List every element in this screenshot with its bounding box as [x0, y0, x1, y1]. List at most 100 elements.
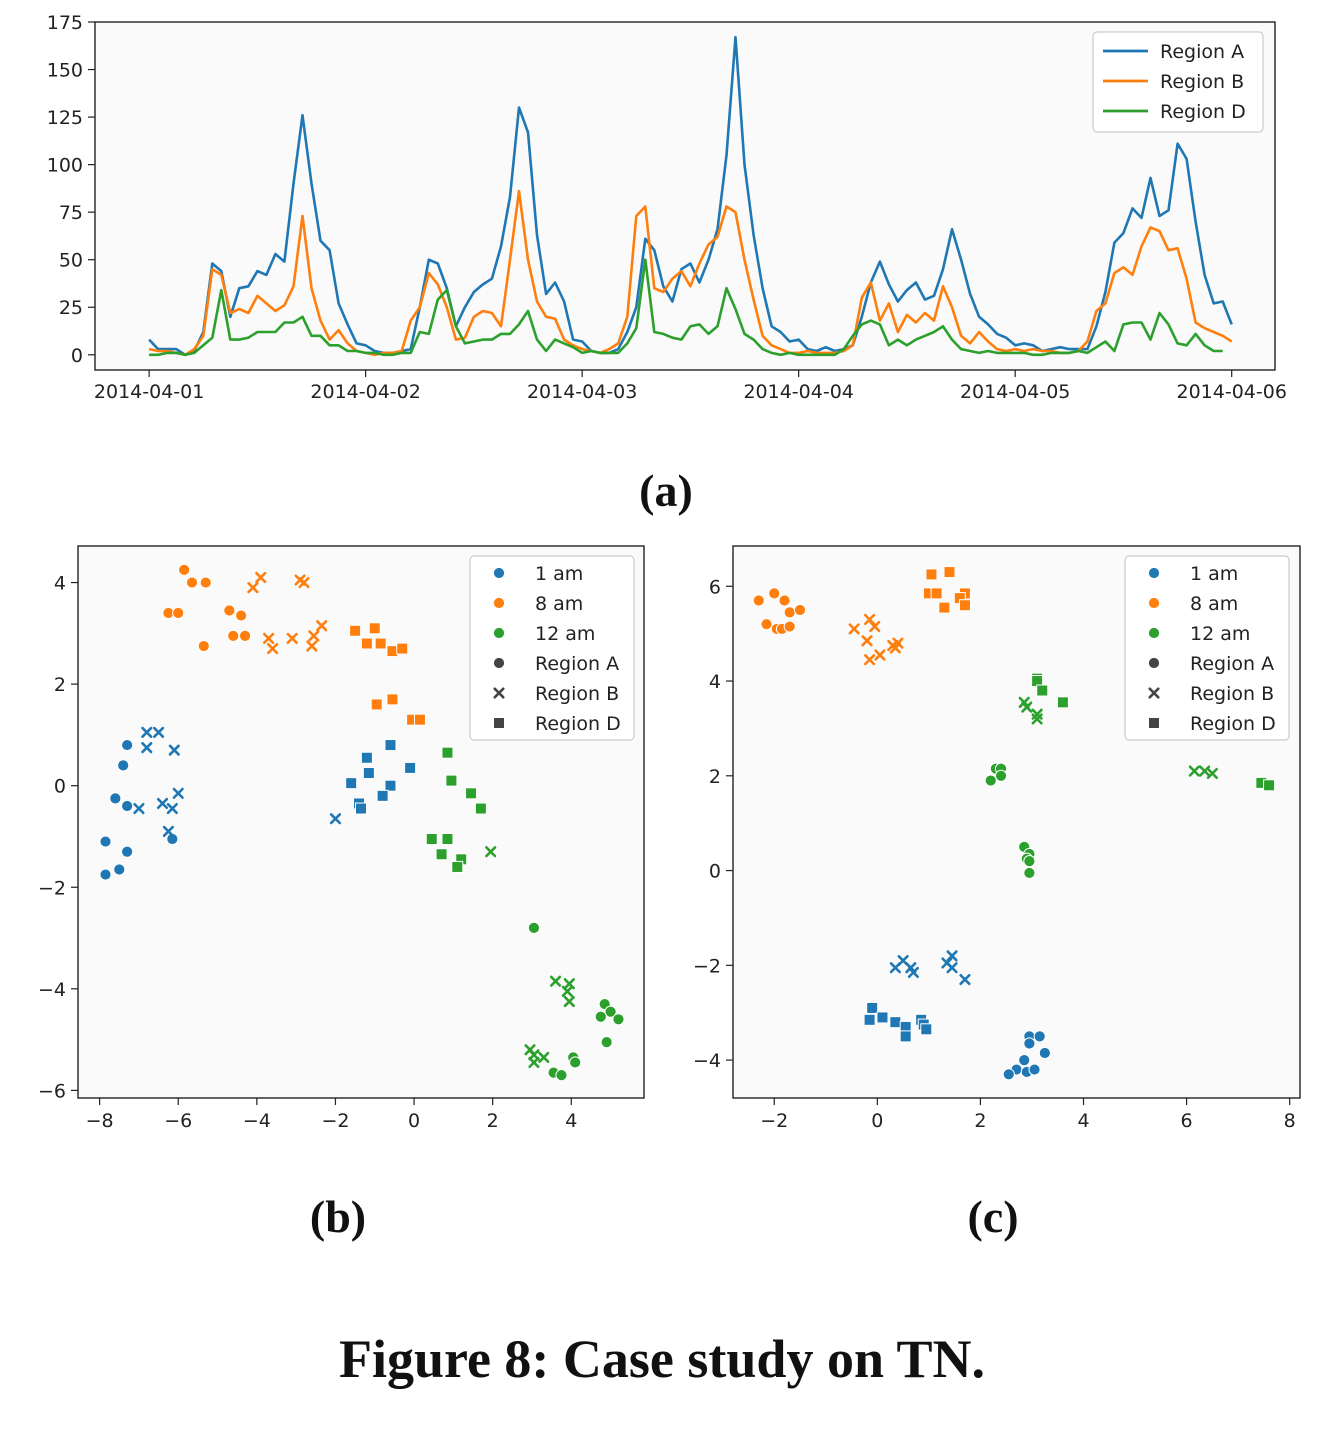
data-point-12am-region-a	[1023, 866, 1036, 880]
data-point-1am-region-b	[959, 973, 971, 986]
data-point-8am-region-b	[861, 635, 873, 647]
subfigure-label-a: (a)	[639, 465, 693, 516]
data-point-8am-region-b	[255, 571, 267, 584]
legend-box	[469, 555, 635, 741]
legend-marker	[1148, 687, 1160, 699]
y-tick-label: −6	[38, 1080, 66, 1102]
legend-marker	[492, 656, 506, 670]
data-point-1am-region-a	[99, 868, 112, 881]
x-tick-label: 2014-04-02	[310, 381, 420, 403]
data-point-1am-region-b	[162, 825, 175, 837]
legend-marker	[492, 596, 506, 610]
data-point-1am-region-d	[889, 1016, 902, 1029]
data-point-12am-region-d	[465, 787, 478, 800]
data-point-8am-region-d	[386, 693, 399, 706]
y-tick-label: 6	[709, 576, 721, 598]
data-point-12am-region-b	[485, 846, 497, 858]
data-point-12am-region-b	[1031, 713, 1043, 725]
data-point-1am-region-a	[99, 835, 112, 848]
y-tick-label: 75	[59, 202, 83, 224]
data-point-8am-region-a	[178, 563, 191, 576]
data-point-1am-region-b	[329, 813, 342, 825]
y-tick-label: 0	[709, 861, 721, 883]
data-point-1am-region-a	[121, 845, 134, 858]
legend-box	[1124, 555, 1290, 741]
data-point-1am-region-b	[946, 950, 958, 962]
legend-label: Region A	[1190, 653, 1274, 675]
legend-label: Region A	[535, 653, 619, 675]
series-line-region-a	[148, 35, 1233, 357]
legend-label: Region D	[1190, 713, 1276, 735]
legend-marker	[492, 566, 506, 580]
series-line-region-b	[148, 189, 1233, 357]
data-point-1am-region-a	[1028, 1063, 1041, 1076]
data-point-12am-region-b	[528, 1056, 540, 1069]
data-point-1am-region-b	[141, 726, 153, 738]
legend-label: 1 am	[1190, 563, 1238, 585]
data-point-8am-region-b	[263, 632, 275, 645]
data-point-8am-region-b	[848, 623, 860, 635]
y-tick-label: −2	[38, 877, 66, 899]
data-point-8am-region-d	[958, 599, 971, 612]
data-point-8am-region-d	[374, 637, 387, 650]
line-chart-panel-a: 0 25 50 75 100 125 150 175 2014-04-01 2014-04-02 2…	[47, 12, 1287, 516]
x-tick-label: −4	[243, 1110, 271, 1132]
x-tick-label: 2014-04-05	[960, 381, 1070, 403]
scatter-chart-panel-c: −4 −2 0 2 4 6 −2 0 2 4 6 8 1 am 8 am 12 am Region A Reg…	[693, 545, 1301, 1242]
data-point-8am-region-b	[874, 649, 886, 661]
y-tick-label: −2	[693, 955, 721, 977]
data-point-1am-region-d	[920, 1023, 933, 1036]
y-tick-label: 0	[54, 776, 66, 798]
data-point-1am-region-a	[1038, 1046, 1051, 1060]
y-tick-label: 2	[54, 674, 66, 696]
x-tick-label: 2	[487, 1110, 499, 1132]
data-point-1am-region-b	[168, 744, 180, 756]
legend-c: 1 am 8 am 12 am Region A Region B Region D	[1124, 555, 1290, 741]
data-point-8am-region-b	[247, 582, 259, 594]
figure: 0 25 50 75 100 125 150 175 2014-04-01 2014-04-02 2…	[38, 12, 1301, 1242]
data-point-12am-region-d	[1056, 696, 1069, 709]
legend-label: 12 am	[1190, 623, 1250, 645]
x-tick-label: 6	[1181, 1110, 1193, 1132]
data-point-8am-region-b	[286, 632, 298, 645]
x-tick-label: 4	[565, 1110, 577, 1132]
data-point-1am-region-d	[384, 739, 397, 752]
data-point-8am-region-b	[863, 613, 876, 626]
data-point-1am-region-a	[1023, 1037, 1036, 1050]
data-point-1am-region-d	[355, 802, 367, 815]
data-point-1am-region-d	[360, 751, 373, 764]
data-point-8am-region-a	[752, 594, 765, 607]
data-point-12am-region-a	[1023, 854, 1036, 868]
y-tick-label: −4	[38, 979, 66, 1001]
data-point-8am-region-d	[368, 622, 381, 635]
y-tick-label: 100	[47, 155, 83, 177]
data-point-12am-region-a	[994, 769, 1008, 782]
data-point-8am-region-b	[308, 630, 320, 642]
data-point-8am-region-d	[370, 698, 383, 711]
data-point-12am-region-a	[612, 1013, 625, 1026]
data-point-12am-region-d	[441, 833, 454, 846]
data-point-1am-region-b	[166, 802, 178, 815]
data-point-1am-region-b	[156, 797, 169, 810]
legend-label: 8 am	[535, 593, 583, 615]
y-tick-label: 50	[59, 250, 83, 272]
data-point-12am-region-d	[445, 774, 458, 787]
data-point-1am-region-d	[362, 766, 375, 779]
x-tick-label: 2014-04-04	[743, 381, 853, 403]
y-tick-label: −4	[693, 1050, 721, 1072]
legend-label: 12 am	[535, 623, 595, 645]
data-point-12am-region-b	[1188, 765, 1200, 777]
y-tick-label: 125	[47, 107, 83, 129]
y-tick-label: 0	[71, 345, 83, 367]
y-tick-label: 4	[54, 573, 66, 595]
data-point-8am-region-a	[783, 620, 796, 633]
data-point-1am-region-d	[899, 1030, 912, 1043]
data-point-1am-region-b	[141, 742, 153, 754]
data-point-12am-region-d	[1263, 779, 1276, 792]
y-tick-label: 175	[47, 12, 83, 34]
y-tick-label: 4	[709, 671, 721, 693]
legend-marker	[1147, 596, 1161, 610]
x-tick-label: −8	[86, 1110, 114, 1132]
data-point-1am-region-a	[1033, 1030, 1046, 1043]
legend-marker	[492, 626, 506, 640]
